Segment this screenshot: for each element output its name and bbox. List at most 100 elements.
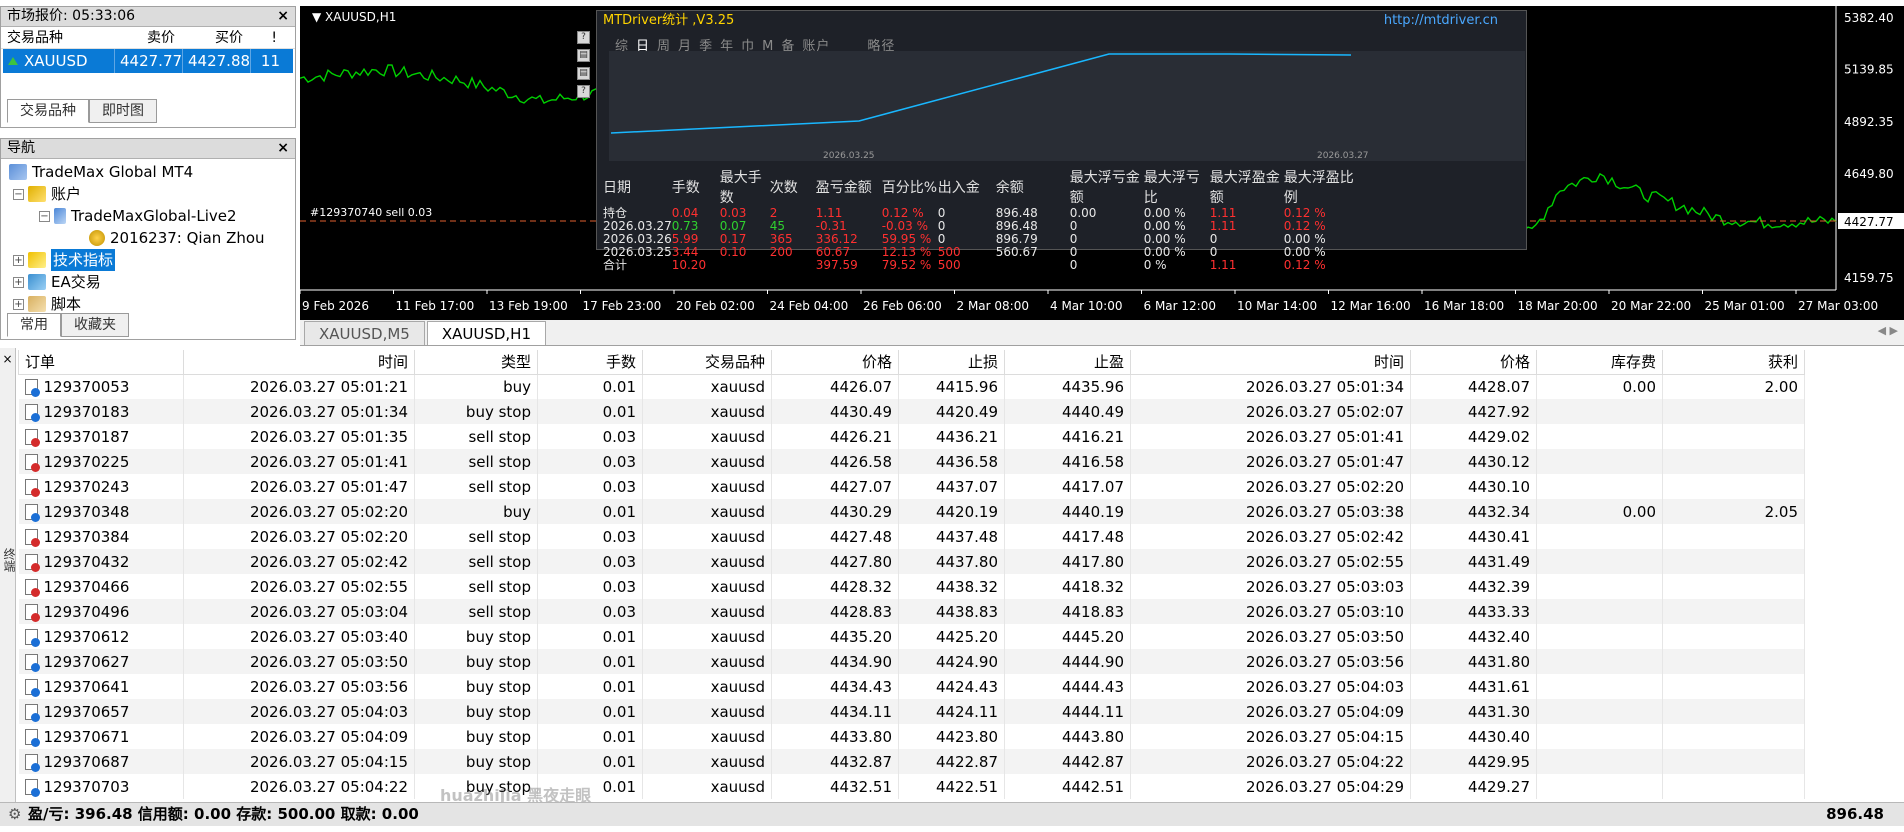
order-cell (1662, 574, 1805, 599)
order-cell: sell stop (414, 599, 538, 624)
order-row[interactable]: 129370687 2026.03.27 05:04:15 buy stop 0.01… (18, 749, 1805, 774)
orders-column-header[interactable]: 交易品种 (642, 350, 772, 375)
order-cell: 4437.48 (898, 524, 1005, 549)
period-tab[interactable]: 综 (615, 39, 630, 54)
order-row[interactable]: 129370243 2026.03.27 05:01:47 sell stop 0.0… (18, 474, 1805, 499)
navigator-tabs: 常用 收藏夹 (7, 313, 129, 337)
order-cell: xauusd (642, 774, 772, 799)
order-cell: 4429.27 (1410, 774, 1537, 799)
period-tab[interactable]: 备 (781, 39, 796, 54)
col-symbol[interactable]: 交易品种 (7, 30, 63, 46)
order-cell: 4429.95 (1410, 749, 1537, 774)
order-row[interactable]: 129370612 2026.03.27 05:03:40 buy stop 0.01… (18, 624, 1805, 649)
period-tab[interactable]: 月 (678, 39, 693, 54)
orders-column-header[interactable]: 止损 (898, 350, 1005, 375)
period-tab[interactable]: 略径 (867, 39, 896, 54)
order-cell: 0.01 (537, 674, 643, 699)
order-row[interactable]: 129370348 2026.03.27 05:02:20 buy 0.01 xauus… (18, 499, 1805, 524)
order-cell: 4442.51 (1004, 774, 1131, 799)
order-cell: 129370627 (18, 649, 184, 674)
side-button[interactable]: ? (577, 85, 590, 98)
order-row[interactable]: 129370671 2026.03.27 05:04:09 buy stop 0.01… (18, 724, 1805, 749)
order-cell: 2026.03.27 05:01:47 (183, 474, 415, 499)
collapse-icon[interactable]: − (13, 188, 24, 200)
stats-cell: 0.00 (1069, 206, 1097, 220)
tab-symbols[interactable]: 交易品种 (7, 99, 89, 123)
market-watch-row-xauusd[interactable]: XAUUSD 4427.77 4427.88 11 (3, 49, 293, 73)
side-button[interactable]: ▤ (577, 49, 590, 62)
time-axis-label: 11 Feb 17:00 (396, 299, 475, 313)
tab-chart-h1[interactable]: XAUUSD,H1 (426, 321, 546, 345)
order-cell: 2026.03.27 05:03:38 (1130, 499, 1411, 524)
orders-column-header[interactable]: 库存费 (1536, 350, 1663, 375)
order-cell: 4424.11 (898, 699, 1005, 724)
order-icon (24, 428, 40, 447)
tab-common[interactable]: 常用 (7, 313, 61, 337)
order-row[interactable]: 129370627 2026.03.27 05:03:50 buy stop 0.01… (18, 649, 1805, 674)
period-tab[interactable]: 账户 (802, 39, 831, 54)
side-button[interactable]: ? (577, 31, 590, 44)
orders-column-header[interactable]: 类型 (414, 350, 538, 375)
order-cell: 0.01 (537, 724, 643, 749)
tree-item-server[interactable]: − TradeMaxGlobal-Live2 (1, 205, 295, 227)
collapse-icon[interactable]: − (39, 210, 50, 222)
tab-scroll-arrows[interactable]: ◀ ▶ (1877, 324, 1898, 337)
order-cell: 4428.07 (1410, 374, 1537, 399)
tree-item-account[interactable]: 2016237: Qian Zhou (1, 227, 295, 249)
order-row[interactable]: 129370496 2026.03.27 05:03:04 sell stop 0.0… (18, 599, 1805, 624)
order-row[interactable]: 129370657 2026.03.27 05:04:03 buy stop 0.01… (18, 699, 1805, 724)
orders-column-header[interactable]: 价格 (771, 350, 899, 375)
tab-favorites[interactable]: 收藏夹 (61, 313, 129, 337)
tree-item-accounts[interactable]: − 账户 (1, 183, 295, 205)
tree-item-platform[interactable]: TradeMax Global MT4 (1, 161, 295, 183)
period-tab[interactable]: 季 (699, 39, 714, 54)
close-icon[interactable]: × (277, 8, 289, 24)
stats-cell: 2026.03.27 (603, 219, 672, 233)
tree-item-experts[interactable]: + EA交易 (1, 271, 295, 293)
col-bid[interactable]: 卖价 (147, 30, 175, 46)
graph-end-label: 2026.03.27 (1317, 151, 1369, 161)
period-tab[interactable]: 周 (657, 39, 672, 54)
orders-column-header[interactable]: 价格 (1410, 350, 1537, 375)
order-row[interactable]: 129370703 2026.03.27 05:04:22 buy stop 0.01… (18, 774, 1805, 799)
orders-column-header[interactable]: 获利 (1662, 350, 1805, 375)
tree-item-indicators[interactable]: + 技术指标 (1, 249, 295, 271)
col-ask[interactable]: 买价 (215, 30, 243, 46)
orders-column-header[interactable]: 手数 (537, 350, 643, 375)
orders-column-header[interactable]: 时间 (183, 350, 415, 375)
tab-chart-m5[interactable]: XAUUSD,M5 (304, 321, 425, 345)
order-row[interactable]: 129370432 2026.03.27 05:02:42 sell stop 0.0… (18, 549, 1805, 574)
period-tab[interactable]: 年 (720, 39, 735, 54)
order-row[interactable]: 129370187 2026.03.27 05:01:35 sell stop 0.0… (18, 424, 1805, 449)
order-row[interactable]: 129370466 2026.03.27 05:02:55 sell stop 0.0… (18, 574, 1805, 599)
order-cell: 4427.80 (771, 549, 899, 574)
chart-tab-bar: XAUUSD,M5 XAUUSD,H1 ◀ ▶ (300, 320, 1904, 346)
expand-icon[interactable]: + (13, 276, 24, 288)
expand-icon[interactable]: + (13, 298, 24, 310)
order-row[interactable]: 129370053 2026.03.27 05:01:21 buy 0.01 xauus… (18, 374, 1805, 399)
orders-column-header[interactable]: 止盈 (1004, 350, 1131, 375)
order-row[interactable]: 129370384 2026.03.27 05:02:20 sell stop 0.0… (18, 524, 1805, 549)
col-spread[interactable]: ! (271, 30, 277, 46)
period-tab[interactable]: 巾 (741, 39, 756, 54)
user-icon (89, 230, 105, 246)
indicator-icon (28, 252, 46, 268)
orders-column-header[interactable]: 时间 (1130, 350, 1411, 375)
order-cell: 2026.03.27 05:01:21 (183, 374, 415, 399)
order-row[interactable]: 129370183 2026.03.27 05:01:34 buy stop 0.01… (18, 399, 1805, 424)
stats-cell: -0.31 (815, 219, 847, 233)
gear-icon[interactable]: ⚙ (8, 805, 22, 823)
mtdriver-panel[interactable]: ? ▤ ▤ ? MTDriver统计 ,V3.25 http://mtdrive… (577, 10, 1527, 272)
tree-item-scripts[interactable]: + 脚本 (1, 293, 295, 315)
order-row[interactable]: 129370225 2026.03.27 05:01:41 sell stop 0.0… (18, 449, 1805, 474)
close-icon[interactable]: × (2, 352, 13, 366)
order-row[interactable]: 129370641 2026.03.27 05:03:56 buy stop 0.01… (18, 674, 1805, 699)
side-button[interactable]: ▤ (577, 67, 590, 80)
close-icon[interactable]: × (277, 140, 289, 156)
period-tab[interactable]: M (762, 39, 775, 54)
tab-tick-chart[interactable]: 即时图 (89, 99, 157, 123)
mtdriver-url-link[interactable]: http://mtdriver.cn (1383, 13, 1498, 28)
orders-column-header[interactable]: 订单 (18, 350, 184, 375)
period-tab[interactable]: 日 (636, 39, 651, 54)
expand-icon[interactable]: + (13, 254, 24, 266)
